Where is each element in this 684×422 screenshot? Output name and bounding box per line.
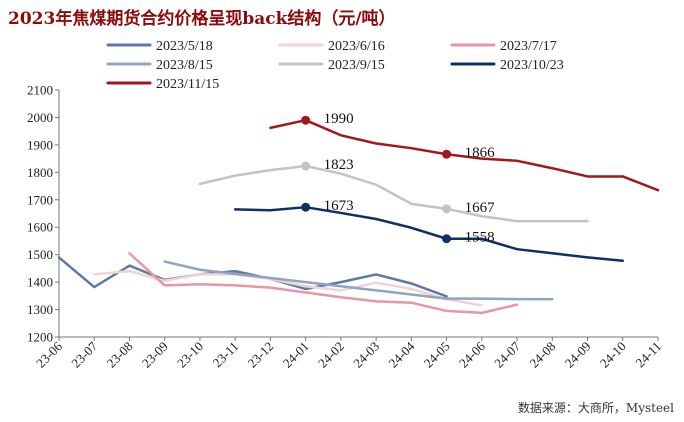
legend-item: 2023/11/15 xyxy=(106,77,219,92)
series-line-6 xyxy=(269,118,660,192)
data-marker xyxy=(301,202,311,212)
legend-item: 2023/7/17 xyxy=(450,39,557,54)
x-tick-label: 24-01 xyxy=(280,339,312,371)
x-tick-label: 24-05 xyxy=(421,339,453,371)
y-tick-label: 1300 xyxy=(27,302,53,317)
y-tick-label: 1500 xyxy=(27,247,53,262)
y-tick-label: 1700 xyxy=(27,192,53,207)
legend-label: 2023/10/23 xyxy=(500,58,564,73)
data-label: 1990 xyxy=(324,111,354,127)
y-tick-label: 1800 xyxy=(27,165,53,180)
x-tick-label: 23-07 xyxy=(68,338,100,370)
data-label: 1823 xyxy=(324,157,354,173)
x-tick-label: 24-02 xyxy=(315,339,347,371)
y-tick-label: 1900 xyxy=(27,137,53,152)
x-tick-label: 24-06 xyxy=(456,338,488,370)
legend-label: 2023/7/17 xyxy=(500,39,557,54)
y-tick-label: 1200 xyxy=(27,330,53,345)
data-marker xyxy=(301,161,311,171)
data-marker xyxy=(301,115,311,125)
legend-label: 2023/11/15 xyxy=(156,77,219,92)
data-label: 1558 xyxy=(465,230,495,246)
legend-label: 2023/6/16 xyxy=(328,39,385,54)
legend-label: 2023/8/15 xyxy=(156,58,213,73)
y-tick-label: 1400 xyxy=(27,275,53,290)
x-tick-label: 24-03 xyxy=(350,339,382,371)
x-tick-label: 23-08 xyxy=(104,339,136,371)
series-line-5 xyxy=(233,205,625,262)
series-line-3 xyxy=(163,260,554,301)
data-marker xyxy=(442,149,452,159)
legend-item: 2023/9/15 xyxy=(278,58,385,73)
x-tick-label: 23-11 xyxy=(210,339,242,371)
legend-item: 2023/6/16 xyxy=(278,39,385,54)
legend-item: 2023/10/23 xyxy=(450,58,564,73)
legend-item: 2023/8/15 xyxy=(106,58,213,73)
y-tick-label: 1600 xyxy=(27,220,53,235)
series-line-2 xyxy=(128,252,519,315)
x-tick-label: 24-08 xyxy=(526,339,558,371)
legend-item: 2023/5/18 xyxy=(106,39,213,54)
y-tick-label: 2100 xyxy=(27,83,53,98)
data-label: 1866 xyxy=(465,145,496,161)
x-tick-label: 24-07 xyxy=(491,338,523,370)
data-marker xyxy=(442,204,452,214)
source-note: 数据来源：大商所，Mysteel xyxy=(517,401,674,415)
x-tick-label: 23-09 xyxy=(139,339,171,371)
data-markers: 1990 1866 1823 1667 1673 1558 xyxy=(301,111,495,246)
data-marker xyxy=(442,234,452,244)
x-tick-label: 24-04 xyxy=(385,338,417,370)
legend-label: 2023/5/18 xyxy=(156,39,213,54)
x-tick-label: 23-10 xyxy=(174,339,206,371)
series-lines xyxy=(57,118,660,315)
chart-title: 2023年焦煤期货合约价格呈现back结构（元/吨） xyxy=(8,9,396,29)
data-label: 1667 xyxy=(465,200,496,216)
x-tick-label: 24-09 xyxy=(562,339,594,371)
x-tick-label: 23-12 xyxy=(244,339,276,371)
x-tick-label: 24-10 xyxy=(597,339,629,371)
series-line-4 xyxy=(198,164,589,223)
legend-label: 2023/9/15 xyxy=(328,58,385,73)
legend: 2023/5/18 2023/6/16 2023/7/17 2023/8/15 2023… xyxy=(106,39,564,92)
x-tick-label: 24-11 xyxy=(632,339,664,371)
data-label: 1673 xyxy=(324,198,354,214)
y-tick-label: 2000 xyxy=(27,110,53,125)
